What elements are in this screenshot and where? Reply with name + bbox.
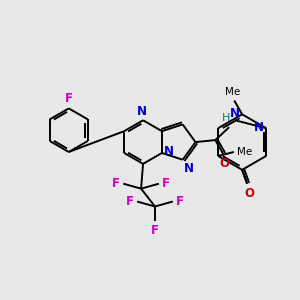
Text: O: O (219, 157, 229, 170)
Text: N: N (184, 162, 194, 175)
Text: F: F (176, 195, 184, 208)
Text: N: N (230, 107, 240, 120)
Text: F: F (65, 92, 73, 105)
Text: O: O (244, 187, 254, 200)
Text: Me: Me (225, 88, 240, 98)
Text: N: N (254, 121, 264, 134)
Text: F: F (112, 177, 120, 190)
Text: N: N (164, 146, 174, 158)
Text: N: N (137, 105, 147, 118)
Text: F: F (126, 195, 134, 208)
Text: F: F (162, 177, 170, 190)
Text: H: H (222, 113, 230, 123)
Text: Me: Me (237, 147, 252, 157)
Text: F: F (151, 224, 159, 237)
